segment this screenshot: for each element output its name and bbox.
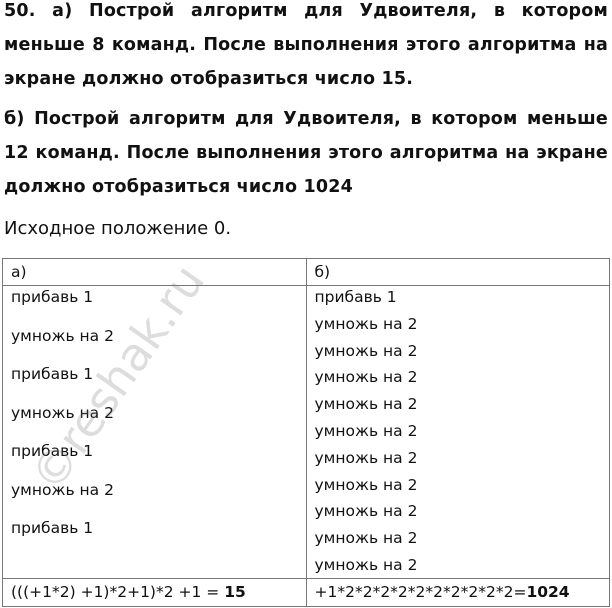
algorithm-a-list: прибавь 1 умножь на 2 прибавь 1 умножь на 2… bbox=[11, 286, 298, 578]
command-item: прибавь 1 bbox=[11, 365, 94, 383]
command-item: прибавь 1 bbox=[11, 442, 94, 460]
result-a-value: 15 bbox=[224, 583, 246, 601]
result-a-expression: (((+1*2) +1)*2+1)*2 +1 = bbox=[11, 583, 225, 601]
command-item: умножь на 2 bbox=[314, 529, 418, 548]
command-item: прибавь 1 bbox=[11, 519, 94, 537]
result-b-expression: +1*2*2*2*2*2*2*2*2*2*2= bbox=[314, 583, 527, 601]
task-a-text: 50. а) Построй алгоритм для Удвоителя, в… bbox=[4, 1, 608, 89]
initial-position-text: Исходное положение 0. bbox=[4, 218, 232, 239]
command-item: умножь на 2 bbox=[314, 368, 418, 387]
solution-table: а) б) прибавь 1 умножь на 2 прибавь 1 умнож… bbox=[2, 258, 610, 607]
command-item: прибавь 1 bbox=[11, 288, 94, 306]
header-b: б) bbox=[305, 258, 610, 286]
command-item: умножь на 2 bbox=[314, 395, 418, 414]
command-item: умножь на 2 bbox=[11, 403, 114, 422]
command-item: умножь на 2 bbox=[314, 422, 418, 440]
result-b: +1*2*2*2*2*2*2*2*2*2*2=1024 bbox=[305, 578, 610, 607]
command-item: умножь на 2 bbox=[314, 341, 418, 360]
command-item: умножь на 2 bbox=[314, 556, 418, 574]
task-b-text: б) Построй алгоритм для Удвоителя, в кот… bbox=[4, 109, 608, 197]
command-item: умножь на 2 bbox=[314, 475, 418, 494]
result-b-value: 1024 bbox=[526, 583, 570, 601]
result-a: (((+1*2) +1)*2+1)*2 +1 = 15 bbox=[2, 578, 307, 607]
algorithm-b-list: прибавь 1 умножь на 2 умножь на 2 умножь на… bbox=[315, 286, 602, 578]
command-item: умножь на 2 bbox=[314, 448, 418, 467]
command-item: умножь на 2 bbox=[314, 502, 418, 521]
command-item: умножь на 2 bbox=[11, 326, 114, 345]
command-item: прибавь 1 bbox=[314, 288, 397, 306]
header-a: а) bbox=[2, 258, 307, 286]
command-item: умножь на 2 bbox=[314, 314, 418, 333]
command-item: умножь на 2 bbox=[11, 480, 114, 499]
